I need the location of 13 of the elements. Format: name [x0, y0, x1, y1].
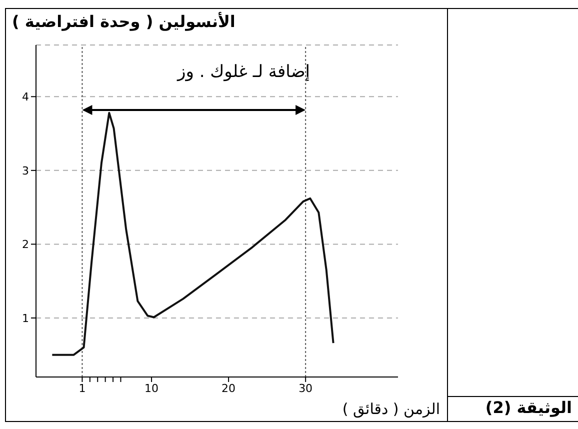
- y-tick-label: 1: [22, 312, 29, 325]
- y-tick-label: 4: [22, 90, 29, 104]
- x-tick-label: 10: [144, 382, 159, 395]
- x-tick-label: 30: [298, 382, 313, 395]
- x-tick-label: 20: [222, 382, 236, 395]
- y-tick-label: 3: [22, 164, 29, 178]
- y-axis-title: الأنسولين ( وحدة افتراضية ): [12, 12, 236, 31]
- line-series: [51, 112, 334, 356]
- x-axis-title: الزمن ( دقائق ): [341, 400, 440, 418]
- text: الوثيقة (2): [484, 398, 572, 417]
- annotation: إضافة لـ غلوك . وز: [176, 62, 310, 82]
- x-tick-label: 1: [78, 382, 86, 395]
- y-tick-label: 2: [22, 238, 29, 252]
